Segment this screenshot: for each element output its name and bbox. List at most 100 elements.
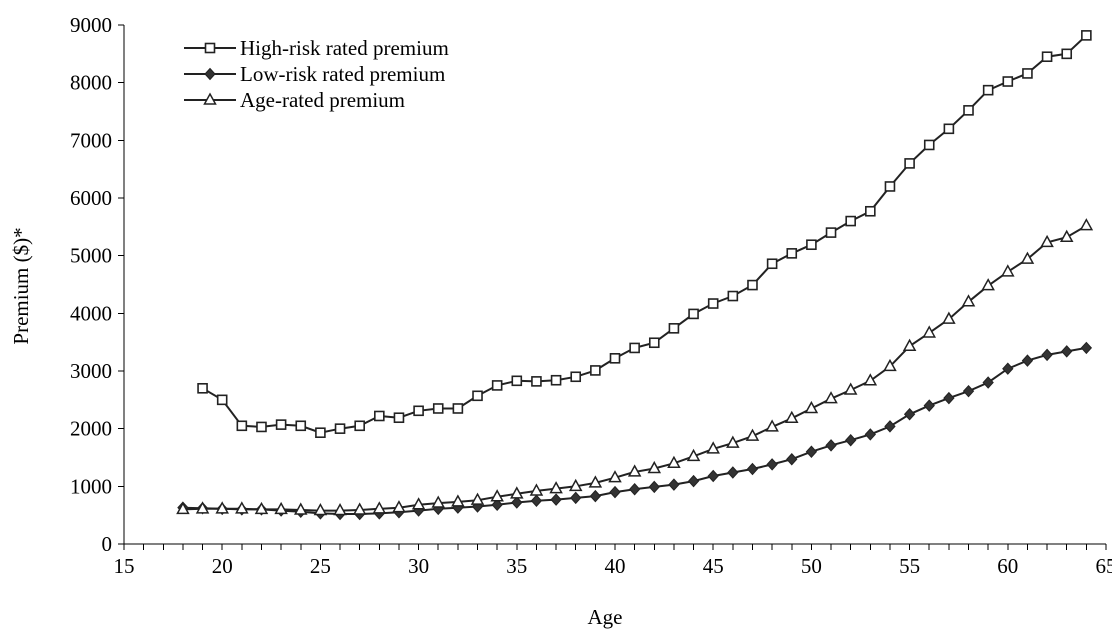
- data-point-square: [727, 290, 739, 302]
- data-point-square: [472, 390, 483, 402]
- data-point-diamond: [668, 478, 680, 491]
- y-tick-label: 0: [102, 532, 113, 556]
- data-point-diamond: [903, 408, 916, 421]
- data-point-triangle: [313, 502, 328, 516]
- data-point-triangle: [392, 500, 406, 513]
- chart-series: [176, 30, 1094, 521]
- legend-marker-diamond: [204, 67, 216, 81]
- data-point-diamond: [1041, 348, 1053, 362]
- data-point-triangle: [706, 441, 720, 454]
- data-point-diamond: [628, 482, 641, 496]
- data-point-diamond: [845, 433, 857, 447]
- x-tick-label: 65: [1096, 554, 1112, 578]
- data-point-square: [923, 139, 935, 151]
- data-point-square: [334, 423, 346, 434]
- data-point-diamond: [1061, 345, 1073, 358]
- y-tick-label: 6000: [70, 186, 112, 210]
- data-point-square: [216, 394, 228, 406]
- data-point-diamond: [530, 494, 543, 507]
- data-point-square: [452, 403, 464, 414]
- data-point-square: [766, 258, 778, 270]
- data-point-square: [786, 248, 798, 259]
- data-point-square: [374, 410, 385, 422]
- data-point-diamond: [1002, 362, 1014, 375]
- data-point-diamond: [570, 491, 582, 505]
- data-point-triangle: [1059, 229, 1074, 242]
- data-point-diamond: [943, 391, 955, 405]
- data-point-triangle: [588, 475, 603, 488]
- x-tick-label: 55: [899, 554, 920, 578]
- legend-label-triangle: Age-rated premium: [240, 88, 405, 112]
- data-point-triangle: [352, 502, 367, 515]
- data-point-square: [1022, 68, 1033, 79]
- data-point-square: [688, 308, 699, 320]
- data-point-diamond: [550, 493, 562, 506]
- series-square: [197, 30, 1092, 439]
- data-point-diamond: [589, 489, 602, 503]
- data-point-square: [609, 353, 621, 364]
- x-tick-label: 30: [408, 554, 429, 578]
- data-point-triangle: [490, 489, 504, 502]
- y-tick-label: 4000: [70, 301, 112, 325]
- data-point-diamond: [707, 469, 719, 483]
- data-point-diamond: [1021, 354, 1034, 367]
- data-point-triangle: [667, 455, 681, 469]
- data-point-diamond: [727, 466, 739, 479]
- data-point-diamond: [648, 480, 660, 494]
- data-point-triangle: [627, 464, 642, 477]
- data-point-triangle: [568, 478, 583, 492]
- data-point-triangle: [411, 497, 426, 510]
- y-tick-label: 8000: [70, 71, 112, 95]
- data-point-triangle: [274, 501, 288, 515]
- y-tick-label: 5000: [70, 244, 112, 268]
- data-point-square: [629, 342, 640, 354]
- y-tick-label: 1000: [70, 474, 112, 498]
- data-point-diamond: [786, 452, 798, 466]
- data-point-square: [1081, 30, 1092, 41]
- data-point-diamond: [805, 445, 818, 458]
- data-point-diamond: [687, 474, 700, 488]
- data-point-diamond: [511, 496, 523, 509]
- data-point-square: [845, 215, 856, 227]
- x-tick-label: 15: [114, 554, 135, 578]
- data-point-square: [413, 405, 424, 417]
- data-point-square: [315, 427, 326, 439]
- data-point-triangle: [902, 338, 917, 351]
- data-point-triangle: [745, 428, 760, 441]
- x-tick-label: 40: [605, 554, 626, 578]
- data-point-diamond: [609, 485, 621, 499]
- data-point-square: [590, 365, 601, 376]
- data-point-square: [275, 419, 287, 430]
- data-point-diamond: [1080, 341, 1093, 355]
- data-point-triangle: [922, 325, 937, 338]
- x-tick-label: 25: [310, 554, 331, 578]
- data-point-square: [1061, 48, 1073, 60]
- y-tick-label: 7000: [70, 128, 112, 152]
- data-point-triangle: [431, 495, 446, 508]
- y-tick-label: 3000: [70, 359, 112, 383]
- y-tick-label: 2000: [70, 417, 112, 441]
- data-point-triangle: [1001, 264, 1015, 277]
- data-point-triangle: [1040, 234, 1054, 248]
- data-point-square: [256, 421, 267, 433]
- data-point-square: [236, 420, 248, 432]
- data-point-triangle: [470, 492, 485, 505]
- data-point-diamond: [982, 376, 994, 389]
- data-point-square: [393, 412, 405, 424]
- data-point-square: [904, 158, 915, 169]
- data-point-triangle: [765, 419, 779, 432]
- data-point-square: [491, 380, 503, 391]
- data-point-triangle: [726, 435, 740, 448]
- data-point-triangle: [784, 410, 799, 424]
- data-point-square: [354, 420, 365, 432]
- data-point-triangle: [510, 486, 524, 499]
- data-point-diamond: [766, 458, 778, 471]
- data-point-square: [884, 181, 896, 192]
- data-point-square: [865, 205, 876, 217]
- data-point-square: [982, 84, 994, 96]
- legend-marker-square: [204, 42, 216, 54]
- data-point-triangle: [863, 373, 878, 386]
- data-point-square: [963, 105, 974, 116]
- series-triangle: [176, 218, 1094, 516]
